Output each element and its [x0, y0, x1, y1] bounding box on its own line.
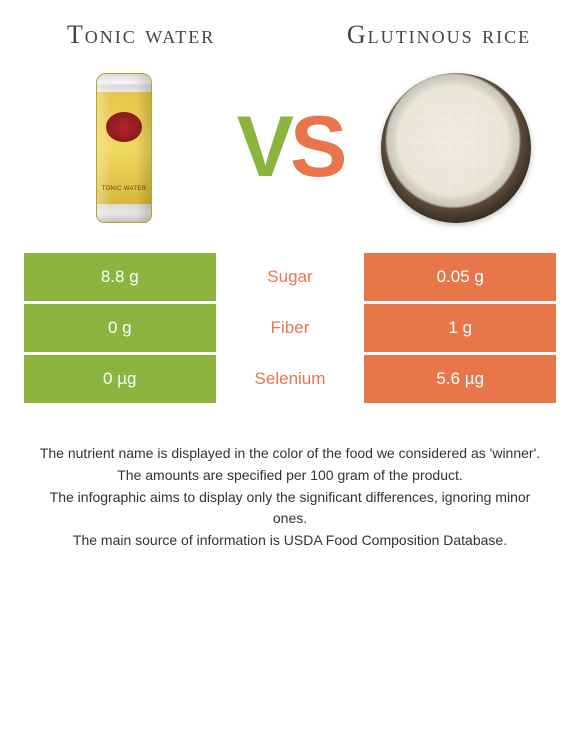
rice-bowl-icon	[381, 73, 531, 223]
nutrient-name: Fiber	[216, 304, 365, 352]
left-image	[44, 68, 204, 228]
table-row: 8.8 gSugar0.05 g	[24, 253, 556, 301]
vs-label: VS	[237, 98, 344, 197]
right-title: Glutinous rice	[322, 20, 556, 50]
footnote-line: The main source of information is USDA F…	[34, 530, 546, 550]
right-value: 5.6 µg	[364, 355, 556, 403]
table-row: 0 µgSelenium5.6 µg	[24, 355, 556, 403]
footnote-line: The nutrient name is displayed in the co…	[34, 443, 546, 463]
tonic-water-can-icon	[96, 73, 152, 223]
nutrient-name: Sugar	[216, 253, 365, 301]
left-value: 0 g	[24, 304, 216, 352]
footnote-line: The infographic aims to display only the…	[34, 487, 546, 528]
table-row: 0 gFiber1 g	[24, 304, 556, 352]
nutrient-name: Selenium	[216, 355, 365, 403]
right-image	[376, 68, 536, 228]
left-value: 8.8 g	[24, 253, 216, 301]
footnotes: The nutrient name is displayed in the co…	[24, 443, 556, 550]
left-title: Tonic water	[24, 20, 258, 50]
left-value: 0 µg	[24, 355, 216, 403]
comparison-table: 8.8 gSugar0.05 g0 gFiber1 g0 µgSelenium5…	[24, 253, 556, 403]
vs-v: V	[237, 98, 290, 197]
header: Tonic water Glutinous rice	[24, 20, 556, 50]
right-value: 0.05 g	[364, 253, 556, 301]
vs-s: S	[290, 98, 343, 197]
right-value: 1 g	[364, 304, 556, 352]
images-row: VS	[24, 68, 556, 228]
footnote-line: The amounts are specified per 100 gram o…	[34, 465, 546, 485]
